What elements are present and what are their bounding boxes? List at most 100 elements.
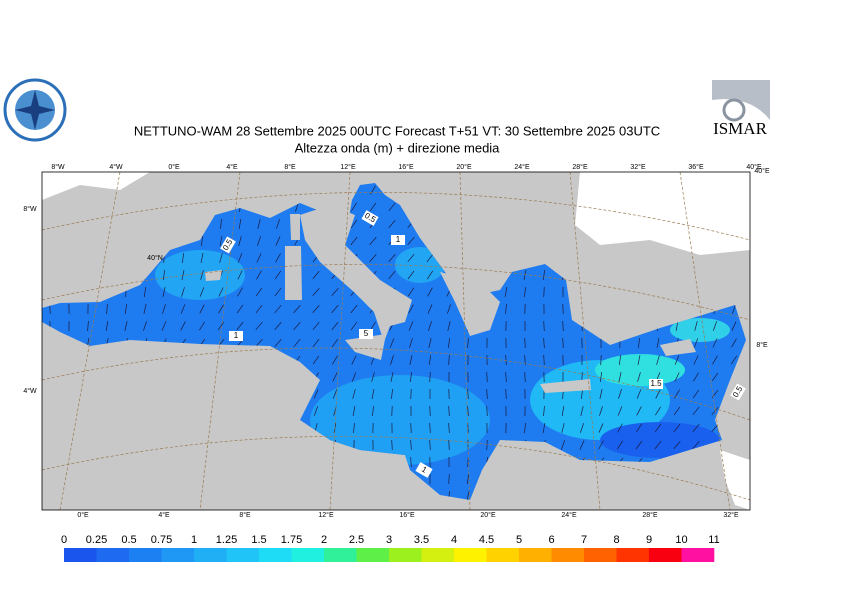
logo-right: ISMAR <box>709 79 771 141</box>
arrow <box>219 253 223 263</box>
colorbar-segment <box>194 548 227 562</box>
arrow <box>410 388 412 400</box>
lat-label: 4°W <box>23 387 37 395</box>
arrow <box>218 304 224 314</box>
colorbar-segment <box>681 548 715 562</box>
colorbar-segment <box>96 548 130 562</box>
arrow <box>236 304 244 314</box>
arrow <box>219 236 223 246</box>
lon-label: 16°E <box>399 511 415 519</box>
colorbar-label: 0.75 <box>151 534 172 546</box>
contour-label-bg <box>361 210 379 226</box>
arrow <box>636 389 642 399</box>
arrow <box>580 423 584 433</box>
colorbar-segment <box>616 548 650 562</box>
wave-patches <box>155 247 730 465</box>
arrow <box>388 202 396 212</box>
arrow <box>312 270 320 280</box>
arrow <box>543 269 545 281</box>
arrow <box>351 355 357 365</box>
lon-label: 32°E <box>723 511 739 519</box>
colorbar-label: 1.75 <box>281 534 302 546</box>
arrow <box>711 372 719 382</box>
arrow <box>293 305 301 313</box>
arrow <box>692 389 700 399</box>
arrow <box>256 253 262 263</box>
lon-label: 8°E <box>239 511 251 519</box>
arrow <box>448 354 450 366</box>
arrow <box>370 321 376 331</box>
arrow <box>505 388 507 400</box>
arrow <box>467 473 469 485</box>
arrow <box>407 253 415 263</box>
arrow <box>218 287 224 297</box>
arrow <box>505 371 507 383</box>
arrow <box>486 388 488 400</box>
lon-label: 36°E <box>688 163 704 171</box>
arrow <box>312 321 320 331</box>
arrow <box>350 321 358 331</box>
arrow <box>599 406 603 416</box>
arrow <box>351 372 357 382</box>
arrow <box>143 286 147 298</box>
arrow <box>524 371 526 383</box>
arrow <box>124 304 128 314</box>
arrow <box>274 270 282 280</box>
lon-label: 4°W <box>109 163 123 171</box>
arrow <box>636 406 642 416</box>
lon-label: 20°E <box>480 511 496 519</box>
map-frame <box>41 171 751 511</box>
colorbar-label: 11 <box>708 534 719 546</box>
arrow <box>275 236 281 246</box>
arrow <box>350 304 358 314</box>
arrow <box>655 389 661 399</box>
arrow <box>199 321 205 331</box>
colorbar-label: 1.25 <box>216 534 237 546</box>
arrow <box>180 304 186 314</box>
arrow <box>466 491 470 500</box>
lat-label: 8°W <box>23 205 37 213</box>
arrow <box>599 371 603 383</box>
arrow <box>618 372 622 382</box>
arrow <box>693 372 699 382</box>
unmodelled-water <box>720 450 750 510</box>
arrow <box>600 354 602 366</box>
arrow <box>637 372 641 382</box>
arrow <box>217 321 225 331</box>
arrow <box>409 355 413 365</box>
lon-label: 28°E <box>572 163 588 171</box>
arrow <box>732 304 736 314</box>
arrow <box>388 254 396 262</box>
lon-label: 8°W <box>51 163 65 171</box>
arrow <box>617 406 623 416</box>
arrow <box>673 423 681 433</box>
arrow <box>313 406 319 416</box>
arrow <box>274 287 282 297</box>
arrow <box>181 287 185 297</box>
colorbar-label: 1.5 <box>251 534 266 546</box>
arrow <box>654 440 662 450</box>
arrow <box>408 304 414 314</box>
arrow <box>257 219 261 229</box>
logo-text: ISMAR <box>713 119 768 138</box>
colorbar-label: 0 <box>61 534 67 546</box>
graticule <box>42 172 750 510</box>
arrow <box>712 338 718 348</box>
arrow <box>692 441 700 449</box>
arrow <box>181 270 185 280</box>
colorbar-label: 4.5 <box>479 534 494 546</box>
arrow <box>598 423 604 433</box>
arrow <box>332 372 338 382</box>
arrow <box>637 355 641 365</box>
arrow <box>293 338 301 348</box>
contour-label-bg <box>730 383 746 401</box>
arrow <box>524 286 526 298</box>
contour-label: 1 <box>420 465 429 475</box>
colorbar-label: 7 <box>581 534 587 546</box>
arrow <box>731 338 737 348</box>
contour-label-bg <box>415 462 433 478</box>
arrow <box>274 304 282 314</box>
arrow <box>673 406 681 416</box>
arrow <box>674 355 680 365</box>
arrow <box>105 321 109 331</box>
